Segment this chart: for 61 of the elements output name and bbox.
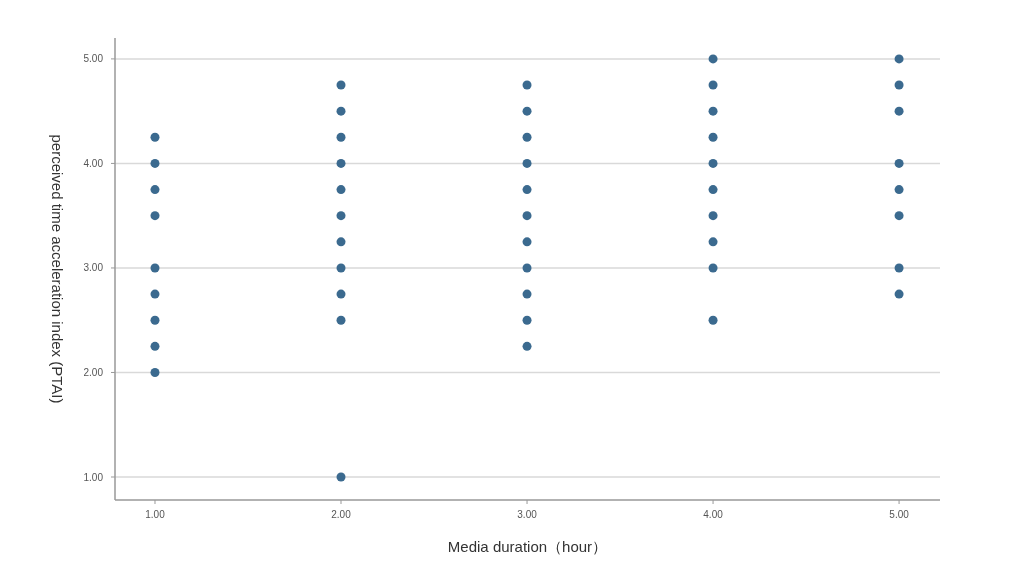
point bbox=[894, 80, 904, 90]
point bbox=[522, 237, 532, 247]
point bbox=[894, 185, 904, 195]
point bbox=[150, 158, 160, 168]
point bbox=[894, 289, 904, 299]
point bbox=[708, 80, 718, 90]
point bbox=[708, 263, 718, 273]
x-tick-label: 4.00 bbox=[703, 509, 724, 520]
point bbox=[708, 106, 718, 116]
point bbox=[150, 185, 160, 195]
point bbox=[150, 263, 160, 273]
point bbox=[708, 132, 718, 142]
y-tick-label: 2.00 bbox=[83, 366, 104, 378]
point bbox=[522, 106, 532, 116]
x-tick-label: 1.00 bbox=[145, 509, 166, 520]
point bbox=[336, 132, 346, 142]
y-tick-label: 3.00 bbox=[83, 262, 104, 274]
point bbox=[336, 263, 346, 273]
point bbox=[522, 211, 532, 221]
point bbox=[894, 106, 904, 116]
point bbox=[336, 185, 346, 195]
point bbox=[894, 211, 904, 221]
point bbox=[522, 80, 532, 90]
point bbox=[522, 263, 532, 273]
y-axis-title: perceived time acceleration index (PTAI) bbox=[49, 134, 66, 404]
point bbox=[708, 211, 718, 221]
point bbox=[150, 132, 160, 142]
point bbox=[150, 289, 160, 299]
point bbox=[150, 367, 160, 377]
point bbox=[522, 341, 532, 351]
x-tick-label: 2.00 bbox=[331, 509, 352, 520]
point bbox=[522, 158, 532, 168]
y-tick-label: 1.00 bbox=[83, 471, 104, 483]
point bbox=[894, 54, 904, 64]
point bbox=[522, 289, 532, 299]
point bbox=[150, 341, 160, 351]
point bbox=[336, 315, 346, 325]
point bbox=[336, 80, 346, 90]
point bbox=[336, 472, 346, 482]
x-tick-label: 3.00 bbox=[517, 509, 538, 520]
point bbox=[150, 211, 160, 221]
point bbox=[708, 54, 718, 64]
point bbox=[336, 237, 346, 247]
point bbox=[522, 132, 532, 142]
point bbox=[336, 106, 346, 116]
point bbox=[894, 158, 904, 168]
point bbox=[150, 315, 160, 325]
point bbox=[708, 315, 718, 325]
x-tick-label: 5.00 bbox=[889, 509, 910, 520]
point bbox=[708, 158, 718, 168]
point bbox=[708, 185, 718, 195]
y-tick-label: 4.00 bbox=[83, 157, 104, 169]
point bbox=[894, 263, 904, 273]
x-axis-title: Media duration（hour） bbox=[447, 538, 608, 555]
point bbox=[522, 185, 532, 195]
point bbox=[708, 237, 718, 247]
point bbox=[336, 289, 346, 299]
point bbox=[336, 158, 346, 168]
point bbox=[522, 315, 532, 325]
point bbox=[336, 211, 346, 221]
y-tick-label: 5.00 bbox=[83, 53, 104, 65]
